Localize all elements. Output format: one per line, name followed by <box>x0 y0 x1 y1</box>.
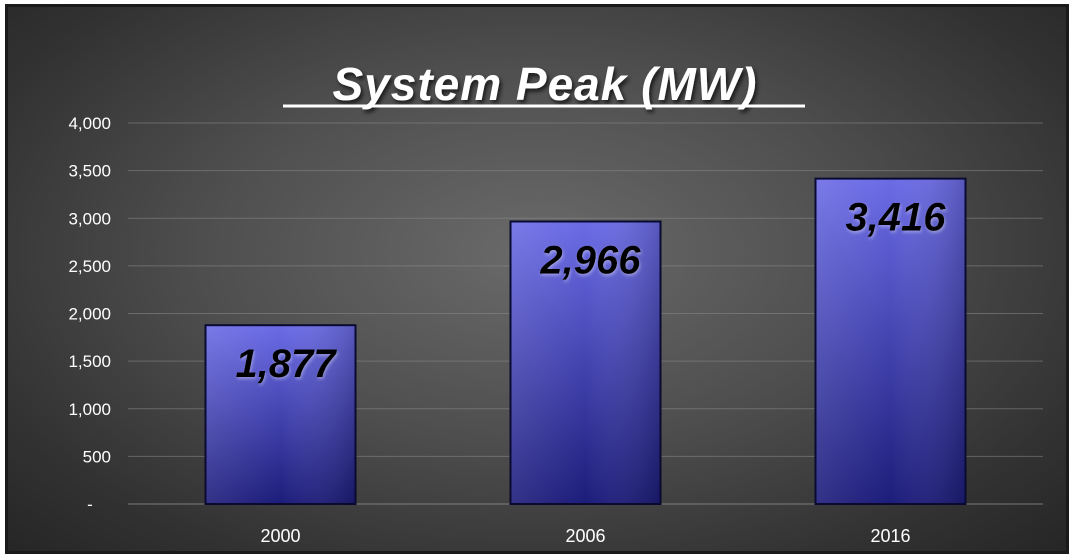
chart-frame: System Peak (MW) - 500 1,000 1,500 2,000 2,50… <box>5 4 1069 554</box>
x-tick-label: 2006 <box>565 526 605 546</box>
data-label: 2,966 <box>539 238 641 282</box>
y-tick-label: 4,000 <box>68 114 111 133</box>
bar-shine-2000 <box>206 326 355 503</box>
chart-title: System Peak (MW) <box>332 58 757 110</box>
x-tick-label: 2000 <box>260 526 300 546</box>
y-tick-label: 1,500 <box>68 352 111 371</box>
bar-shine-2016 <box>816 179 965 503</box>
y-tick-label: 3,000 <box>68 209 111 228</box>
x-tick-label: 2016 <box>870 526 910 546</box>
y-tick-label: 1,000 <box>68 400 111 419</box>
data-labels: 1,877 2,966 3,416 <box>235 196 946 387</box>
y-tick-label: - <box>87 495 93 514</box>
y-tick-label: 500 <box>83 447 111 466</box>
x-axis-category-labels: 2000 2006 2016 <box>260 526 910 546</box>
y-tick-label: 3,500 <box>68 162 111 181</box>
bar-shine-2006 <box>511 222 660 503</box>
data-label: 3,416 <box>845 196 946 240</box>
y-tick-label: 2,000 <box>68 305 111 324</box>
y-tick-label: 2,500 <box>68 257 111 276</box>
bar-chart: System Peak (MW) - 500 1,000 1,500 2,000 2,50… <box>68 58 1043 546</box>
y-axis-tick-labels: - 500 1,000 1,500 2,000 2,500 3,000 3,500 4,000 <box>68 114 111 514</box>
data-label: 1,877 <box>235 342 337 386</box>
bars <box>204 177 967 506</box>
